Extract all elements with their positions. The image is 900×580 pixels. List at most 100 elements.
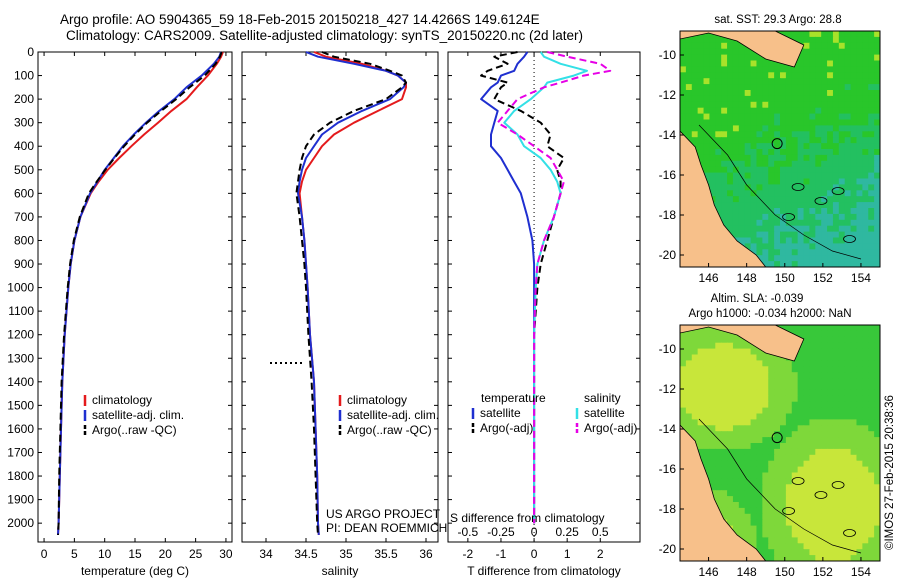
sst_map-cell (838, 208, 846, 215)
sst_map-cell (821, 60, 828, 67)
sst_map-cell (838, 42, 846, 50)
depth-tick-label: 1200 (7, 328, 34, 342)
sst_map-cell (774, 137, 781, 144)
sst_map-cell (803, 143, 811, 150)
sla_map-ytick-label: -16 (659, 462, 677, 476)
sst_map-cell (738, 143, 746, 150)
sla_map-cell (703, 354, 711, 361)
sla_map-cell (727, 454, 734, 462)
sst_map-cell (768, 160, 775, 168)
sst_map-cell (715, 78, 722, 85)
sla_map-cell (815, 496, 822, 503)
sla_map-cell (803, 502, 811, 509)
sst_map-cell (838, 225, 846, 233)
sla_map-cell (844, 531, 852, 538)
sst_map-cell (797, 54, 805, 62)
sst_map-cell (821, 166, 828, 174)
sla_map-cell (827, 437, 834, 444)
sla_map-cell (727, 502, 734, 509)
sla_map-cell (774, 425, 781, 432)
sla_map-cell (862, 478, 869, 485)
sla_map-cell (756, 543, 763, 550)
sst_map-cell (785, 101, 793, 109)
sst_map-cell (874, 42, 880, 50)
sla_map-cell (744, 502, 752, 509)
sst_map-cell (774, 113, 781, 121)
sst_map-cell (709, 95, 716, 103)
sla_map-cell (685, 342, 693, 350)
sst_map-cell (750, 101, 758, 109)
sst_map-cell (721, 172, 728, 180)
sst_map-cell (750, 137, 758, 144)
sla_map-cell (744, 513, 752, 521)
sst_map-cell (821, 149, 828, 156)
sla_map-cell (815, 484, 822, 491)
sst_map-cell (703, 95, 711, 103)
sla_map-cell (680, 401, 687, 409)
sst_map-cell (809, 249, 816, 256)
sla_map-cell (774, 549, 781, 556)
sst_map-cell (844, 107, 852, 115)
sla_map-cell (785, 395, 793, 403)
sst_map-cell (791, 113, 799, 121)
sst_map-cell (850, 231, 858, 239)
sst_map-cell (691, 78, 699, 85)
sla_map-cell (744, 525, 752, 533)
sst_map-cell (727, 42, 734, 50)
sla_map-cell (797, 555, 805, 561)
sst_map-cell (803, 60, 811, 67)
sst_map-cell (850, 154, 858, 162)
sla_map-cell (862, 384, 869, 391)
sst_map-cell (744, 237, 752, 244)
sst_map-cell (815, 90, 822, 97)
sla_map-cell (732, 448, 740, 456)
sst_map-cell (744, 101, 752, 109)
sst_map-cell (738, 78, 746, 85)
sla_map-cell (832, 496, 840, 503)
sla_map-cell (827, 443, 834, 450)
sst_map-cell (762, 190, 769, 197)
sst_map-cell (685, 101, 693, 109)
sla_map-plot (680, 325, 880, 561)
sla_map-cell (791, 531, 799, 538)
sst_map-cell (780, 72, 787, 79)
sla_map-cell (774, 490, 781, 497)
sla_map-cell (850, 484, 858, 491)
sla_map-cell (697, 378, 705, 385)
sla_map-cell (750, 448, 758, 456)
sla_map-cell (832, 431, 840, 438)
sla_map-cell (756, 419, 763, 426)
diff-sal-legend-label-0: satellite (584, 406, 625, 420)
sst_map-cell (768, 107, 775, 115)
sla_map-cell (715, 378, 722, 385)
sla_map-cell (844, 354, 852, 361)
sst_map-cell (738, 90, 746, 97)
sla_map-cell (874, 431, 880, 438)
sla_map-cell (844, 372, 852, 379)
sst_map-cell (832, 95, 840, 103)
depth-tick-label: 1600 (7, 422, 34, 436)
sst_map-cell (803, 119, 811, 126)
sla_map-cell (721, 496, 728, 503)
sla_map-cell (815, 454, 822, 462)
sla_map-cell (727, 472, 734, 479)
sst_map-cell (803, 54, 811, 62)
sla_map-cell (832, 325, 840, 332)
sst_map-cell (803, 237, 811, 244)
sla_map-cell (732, 437, 740, 444)
sst_map-cell (774, 219, 781, 227)
figure-title-line2: Climatology: CARS2009. Satellite-adjuste… (66, 28, 584, 43)
sla_map-cell (727, 431, 734, 438)
sla_map-cell (744, 354, 752, 361)
sla_map-cell (850, 431, 858, 438)
sla_map-cell (780, 484, 787, 491)
depth-tick-label: 1700 (7, 445, 34, 459)
sla_map-cell (815, 537, 822, 544)
sla_map-cell (856, 372, 863, 379)
sla_map-cell (815, 460, 822, 468)
sst_map-cell (868, 95, 875, 103)
sla_map-cell (750, 519, 758, 527)
sst_map-cell (821, 72, 828, 79)
x-tick-label: 15 (128, 547, 142, 561)
sst_map-cell (827, 190, 834, 197)
